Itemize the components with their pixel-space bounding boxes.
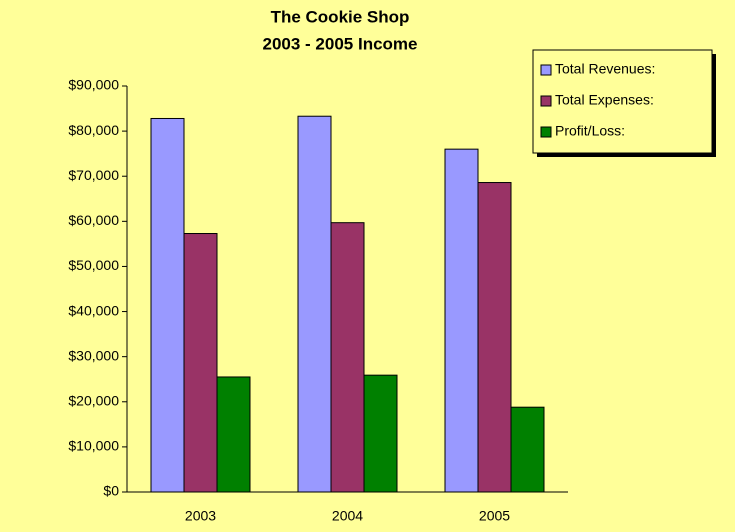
y-tick-label: $60,000 bbox=[68, 212, 119, 228]
y-tick-label: $50,000 bbox=[68, 257, 119, 273]
bar bbox=[216, 376, 251, 493]
chart-title: The Cookie Shop bbox=[271, 7, 410, 26]
bar bbox=[444, 148, 479, 493]
legend-label: Total Revenues: bbox=[555, 61, 655, 77]
y-tick-label: $70,000 bbox=[68, 167, 119, 183]
bar bbox=[363, 374, 398, 493]
y-tick-label: $0 bbox=[103, 483, 119, 499]
x-tick-label: 2005 bbox=[479, 508, 510, 524]
y-tick-label: $20,000 bbox=[68, 392, 119, 408]
legend-label: Profit/Loss: bbox=[555, 123, 625, 139]
y-tick-label: $40,000 bbox=[68, 302, 119, 318]
legend-swatch bbox=[540, 126, 552, 138]
legend-swatch bbox=[540, 95, 552, 107]
y-tick-label: $30,000 bbox=[68, 347, 119, 363]
y-tick-label: $90,000 bbox=[68, 77, 119, 93]
legend-box bbox=[532, 49, 713, 154]
bar bbox=[150, 117, 185, 493]
bar bbox=[297, 115, 332, 493]
bar bbox=[183, 233, 218, 493]
bar bbox=[330, 222, 365, 493]
legend-label: Total Expenses: bbox=[555, 92, 654, 108]
legend-swatch bbox=[540, 64, 552, 76]
y-tick-label: $10,000 bbox=[68, 438, 119, 454]
x-tick-label: 2003 bbox=[185, 508, 216, 524]
bar bbox=[477, 182, 512, 493]
bar bbox=[510, 406, 545, 493]
y-tick-label: $80,000 bbox=[68, 122, 119, 138]
x-tick-label: 2004 bbox=[332, 508, 363, 524]
chart-subtitle: 2003 - 2005 Income bbox=[263, 34, 418, 53]
